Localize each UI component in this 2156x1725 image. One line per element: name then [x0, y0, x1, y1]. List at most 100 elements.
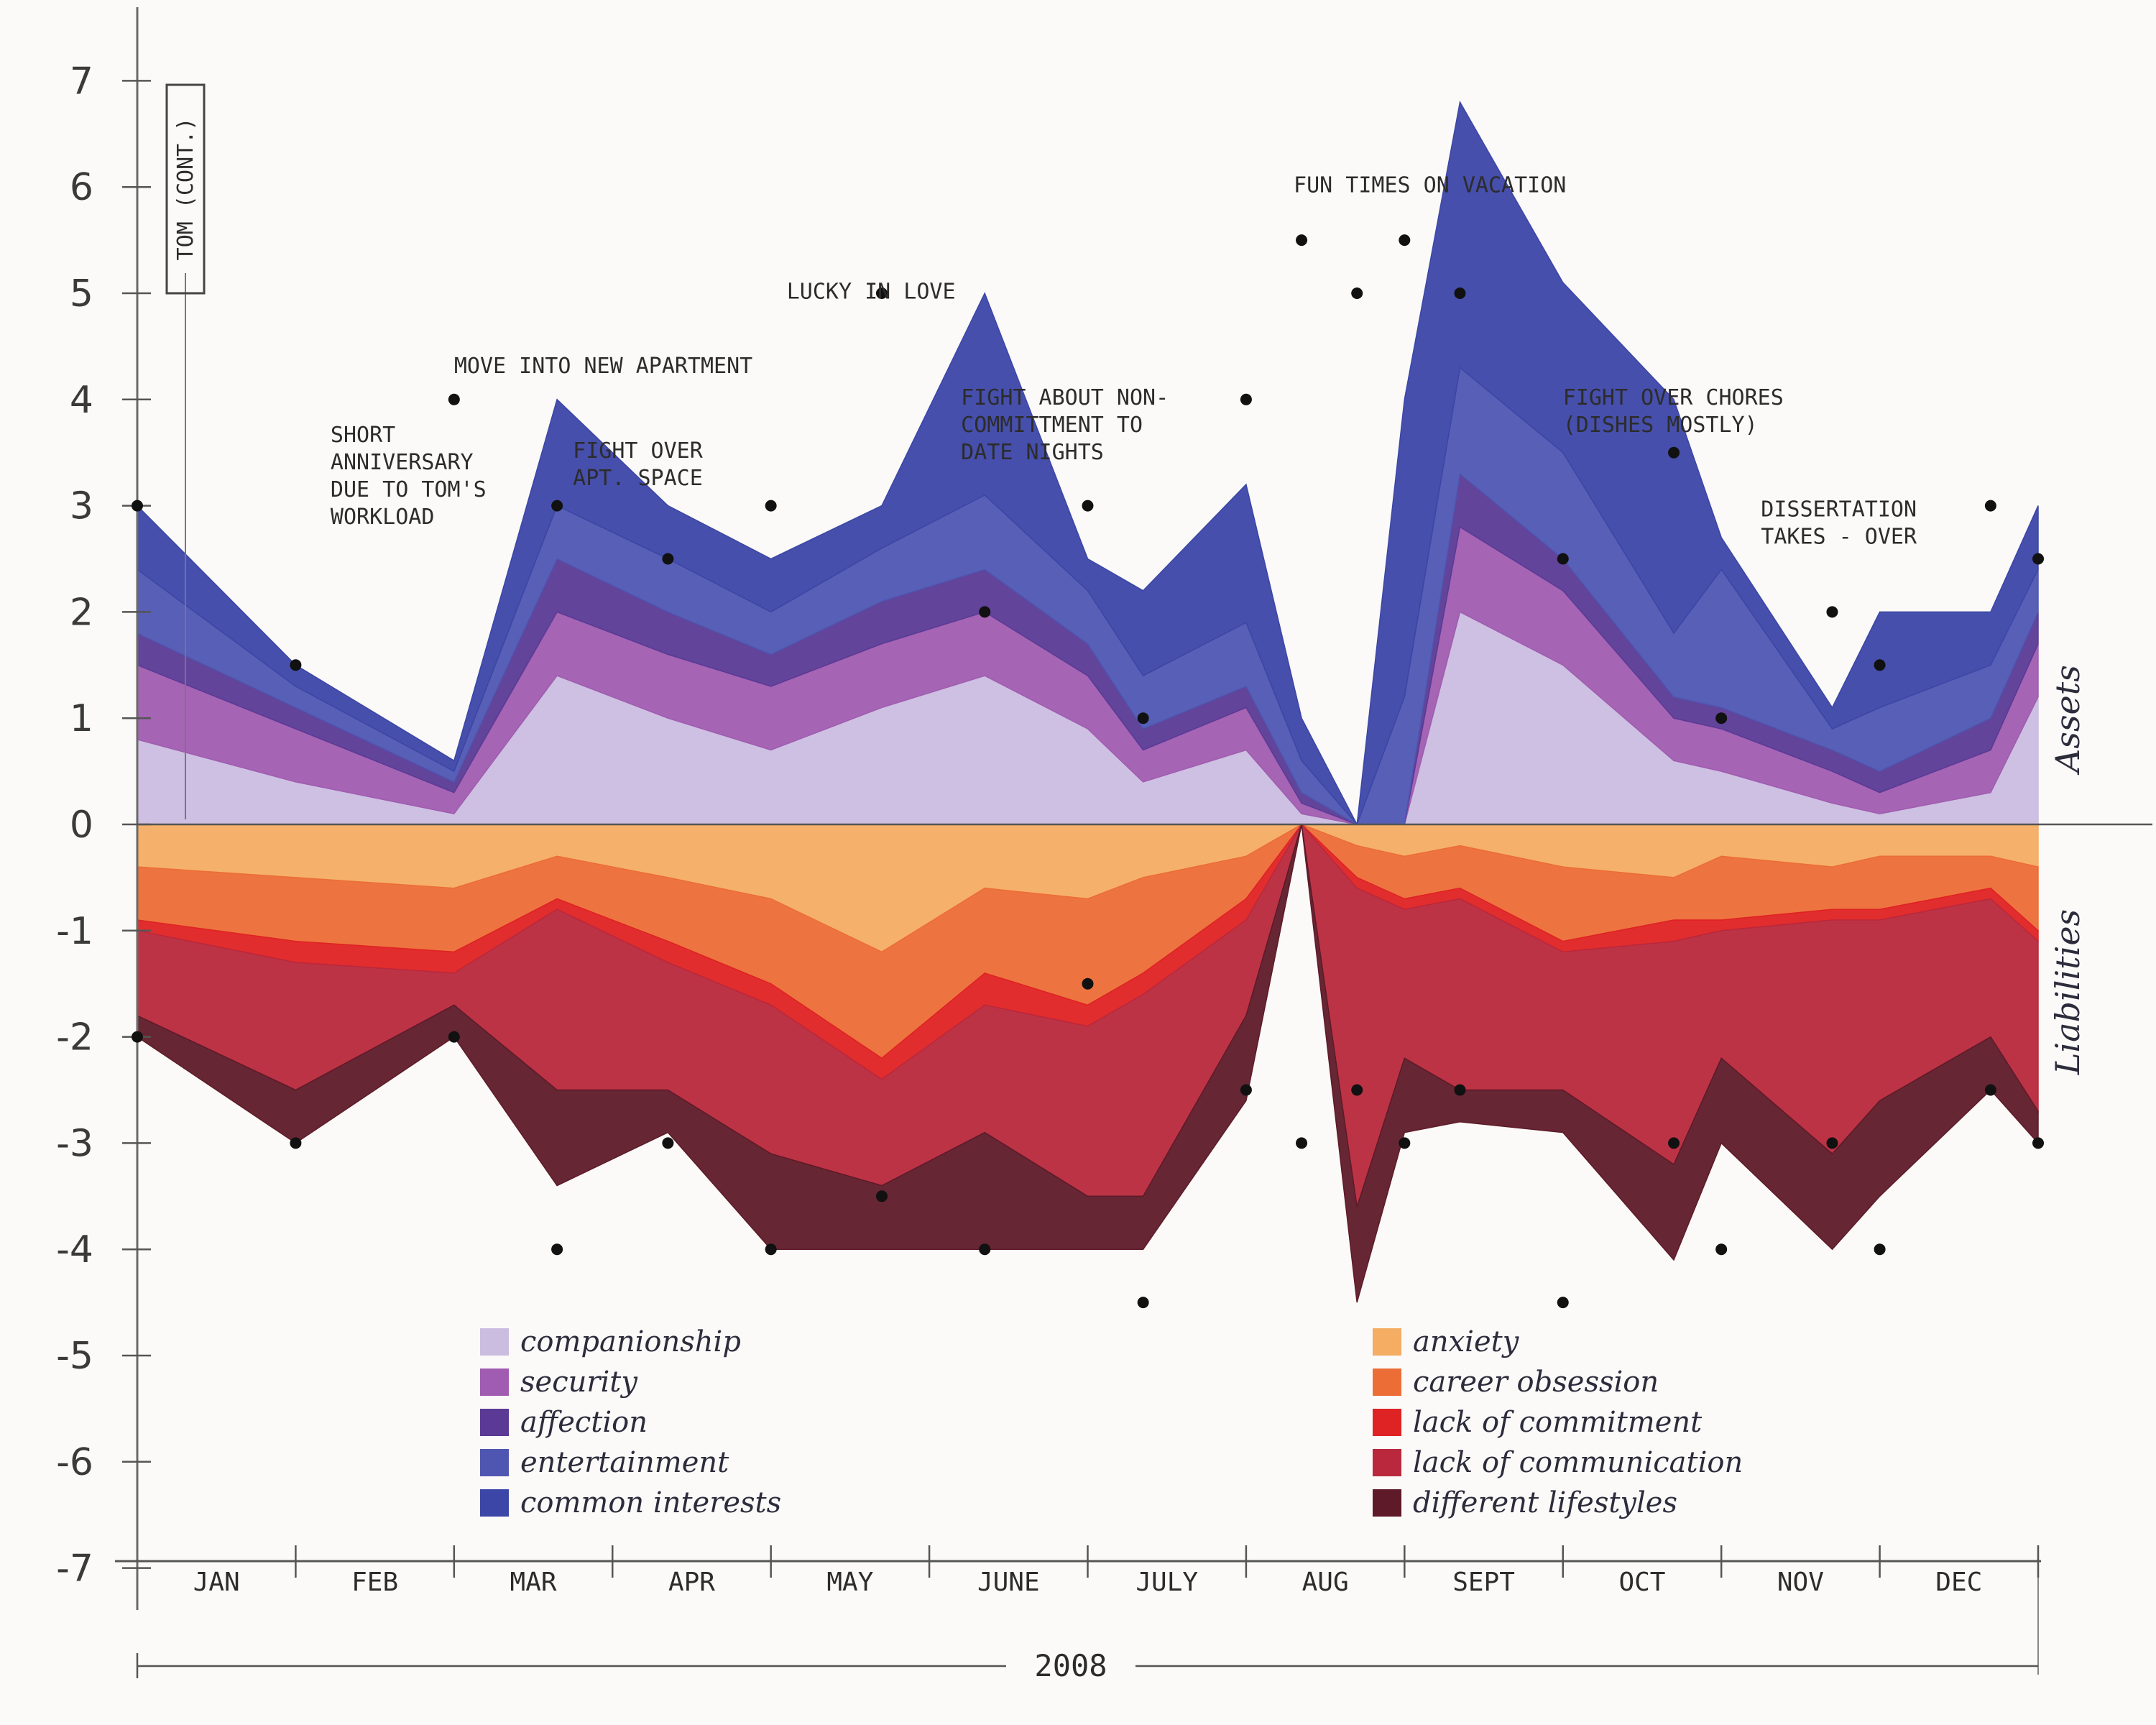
- asset-peak-point: [1082, 500, 1094, 512]
- annotation: FIGHT ABOUT NON-COMMITTMENT TO DATE NIGHT…: [961, 385, 1169, 465]
- y-tick-label: 3: [70, 485, 93, 528]
- y-ticks: 7 6 5 4 3 2 1 0 -1 -2 -3 -4 -5 -6 -7: [56, 60, 151, 1591]
- month-labels: JAN FEB MAR APR MAY JUNE JULY AUG SEPT OCT NOV DEC: [193, 1545, 2040, 1597]
- month-label: SEPT: [1452, 1568, 1515, 1597]
- liability-low-point: [1351, 1084, 1363, 1096]
- asset-area-common-interests: [137, 100, 2039, 827]
- title-box: TOM (CONT.): [165, 83, 206, 295]
- asset-legend-label: affection: [520, 1406, 648, 1439]
- asset-peak-point: [1826, 606, 1838, 618]
- liability-low-point: [765, 1243, 777, 1256]
- liability-area-different-lifestyles: [137, 824, 2039, 1303]
- asset-legend-swatch: [480, 1449, 509, 1476]
- y-tick-label: -7: [56, 1547, 93, 1591]
- y-tick-label: -6: [56, 1441, 93, 1484]
- data-points: [132, 234, 2044, 1309]
- liability-low-point: [875, 1190, 888, 1202]
- liability-low-point: [1557, 1297, 1569, 1309]
- y-tick-label: -4: [56, 1228, 93, 1271]
- liability-low-point: [1715, 1243, 1728, 1256]
- liability-legend-swatch: [1373, 1328, 1401, 1356]
- month-label: JULY: [1135, 1568, 1198, 1597]
- y-tick-label: 2: [70, 591, 93, 634]
- asset-legend-label: entertainment: [520, 1446, 729, 1479]
- asset-legend-swatch: [480, 1489, 509, 1517]
- month-label: FEB: [351, 1568, 398, 1597]
- annotation: FUN TIMES ON VACATION: [1294, 173, 1566, 198]
- asset-legend-swatch: [480, 1368, 509, 1396]
- asset-peak-point: [1984, 500, 1996, 512]
- month-label: MAR: [510, 1568, 557, 1597]
- annotation: FIGHT OVER CHORES (DISHES MOSTLY): [1563, 385, 1784, 438]
- liabilities-label: Liabilities: [2048, 909, 2087, 1075]
- asset-legend-label: common interests: [520, 1486, 781, 1519]
- y-tick-label: 1: [70, 697, 93, 740]
- asset-legend-label: companionship: [520, 1325, 741, 1358]
- assets-label: Assets: [2048, 665, 2087, 776]
- y-tick-label: 7: [70, 60, 93, 103]
- y-tick-label: -1: [56, 910, 93, 953]
- month-label: APR: [668, 1568, 715, 1597]
- month-label: JUNE: [977, 1568, 1040, 1597]
- chart-title: TOM (CONT.): [173, 118, 198, 261]
- liability-legend-swatch: [1373, 1449, 1401, 1476]
- liability-low-point: [290, 1137, 302, 1149]
- asset-peak-point: [1351, 288, 1363, 299]
- asset-peak-point: [448, 393, 460, 405]
- liability-legend-label: anxiety: [1413, 1325, 1520, 1358]
- title-frame: [165, 83, 206, 295]
- asset-peak-point: [1668, 446, 1680, 459]
- asset-peak-point: [1399, 234, 1411, 247]
- liability-low-point: [1082, 978, 1094, 990]
- asset-peak-point: [1240, 393, 1252, 405]
- asset-peak-point: [551, 500, 563, 512]
- asset-peak-point: [1296, 234, 1308, 247]
- y-tick-label: 5: [70, 272, 93, 316]
- y-tick-label: -2: [56, 1016, 93, 1059]
- month-label: JAN: [193, 1568, 240, 1597]
- area-layers: [137, 100, 2039, 1303]
- liability-legend-label: career obsession: [1413, 1366, 1659, 1399]
- annotation: LUCKY IN LOVE: [787, 279, 956, 304]
- liability-low-point: [1874, 1243, 1886, 1256]
- x-axis-label: 2008: [1034, 1648, 1107, 1683]
- asset-peak-point: [875, 288, 888, 299]
- liability-legend-label: different lifestyles: [1413, 1486, 1677, 1519]
- liability-low-point: [1399, 1137, 1411, 1149]
- liability-low-point: [1137, 1297, 1149, 1309]
- liability-legend-label: lack of communication: [1413, 1446, 1743, 1479]
- liability-low-point: [448, 1031, 460, 1043]
- annotation: MOVE INTO NEW APARTMENT: [454, 354, 752, 379]
- asset-peak-point: [765, 500, 777, 512]
- annotation: SHORT ANNIVERSARY DUE TO TOM'S WORKLOAD: [331, 423, 487, 530]
- liability-legend-swatch: [1373, 1368, 1401, 1396]
- liability-low-point: [132, 1031, 143, 1043]
- liability-legend-swatch: [1373, 1489, 1401, 1517]
- liability-low-point: [1984, 1084, 1996, 1096]
- liability-low-point: [1668, 1137, 1680, 1149]
- liability-legend-label: lack of commitment: [1413, 1406, 1703, 1439]
- liability-low-point: [1240, 1084, 1252, 1096]
- asset-peak-point: [2032, 553, 2044, 565]
- month-label: DEC: [1935, 1568, 1982, 1597]
- year-bracket: 2008: [136, 1648, 2038, 1683]
- asset-legend-swatch: [480, 1409, 509, 1436]
- month-label: MAY: [826, 1568, 873, 1597]
- liability-low-point: [1454, 1084, 1466, 1096]
- annotations: SHORT ANNIVERSARY DUE TO TOM'S WORKLOAD MOVE…: [331, 173, 1917, 550]
- liability-low-point: [2032, 1137, 2044, 1149]
- asset-peak-point: [1137, 712, 1149, 724]
- asset-peak-point: [662, 553, 674, 565]
- asset-legend-label: security: [520, 1366, 638, 1399]
- month-label: AUG: [1302, 1568, 1349, 1597]
- liability-legend-swatch: [1373, 1409, 1401, 1436]
- legend: companionship security affection entertainm…: [480, 1325, 1743, 1519]
- liability-low-point: [1296, 1137, 1308, 1149]
- liability-low-point: [662, 1137, 674, 1149]
- month-label: NOV: [1777, 1568, 1824, 1597]
- y-tick-label: 6: [70, 166, 93, 209]
- asset-peak-point: [132, 500, 143, 512]
- y-tick-label: 0: [70, 804, 93, 847]
- liability-low-point: [1826, 1137, 1838, 1149]
